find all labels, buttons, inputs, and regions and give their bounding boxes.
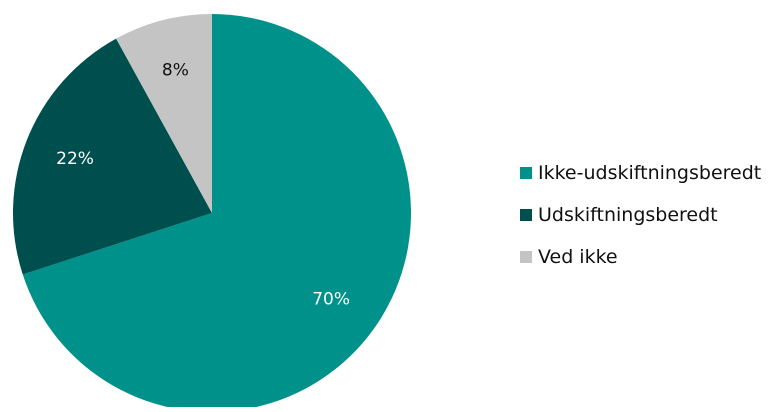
pie-slice-ikke-udskiftningsberedt — [22, 14, 411, 412]
legend-item-udskiftningsberedt: Udskiftningsberedt — [520, 194, 761, 236]
slice-value-label: 70% — [312, 290, 350, 310]
legend-item-ikke-udskiftningsberedt: Ikke-udskiftningsberedt — [520, 152, 761, 194]
slice-value-label: 8% — [162, 60, 189, 80]
legend-label: Ikke-udskiftningsberedt — [538, 162, 762, 184]
legend-item-ved-ikke: Ved ikke — [520, 236, 761, 278]
legend: Ikke-udskiftningsberedt Udskiftningsbere… — [520, 152, 761, 278]
slice-value-label: 22% — [56, 149, 94, 169]
pie-slice-ved-ikke — [116, 14, 212, 213]
legend-label: Udskiftningsberedt — [538, 204, 718, 226]
legend-swatch — [520, 167, 532, 179]
legend-label: Ved ikke — [538, 246, 618, 268]
legend-swatch — [520, 209, 532, 221]
pie-slice-udskiftningsberedt — [13, 38, 212, 275]
legend-swatch — [520, 251, 532, 263]
